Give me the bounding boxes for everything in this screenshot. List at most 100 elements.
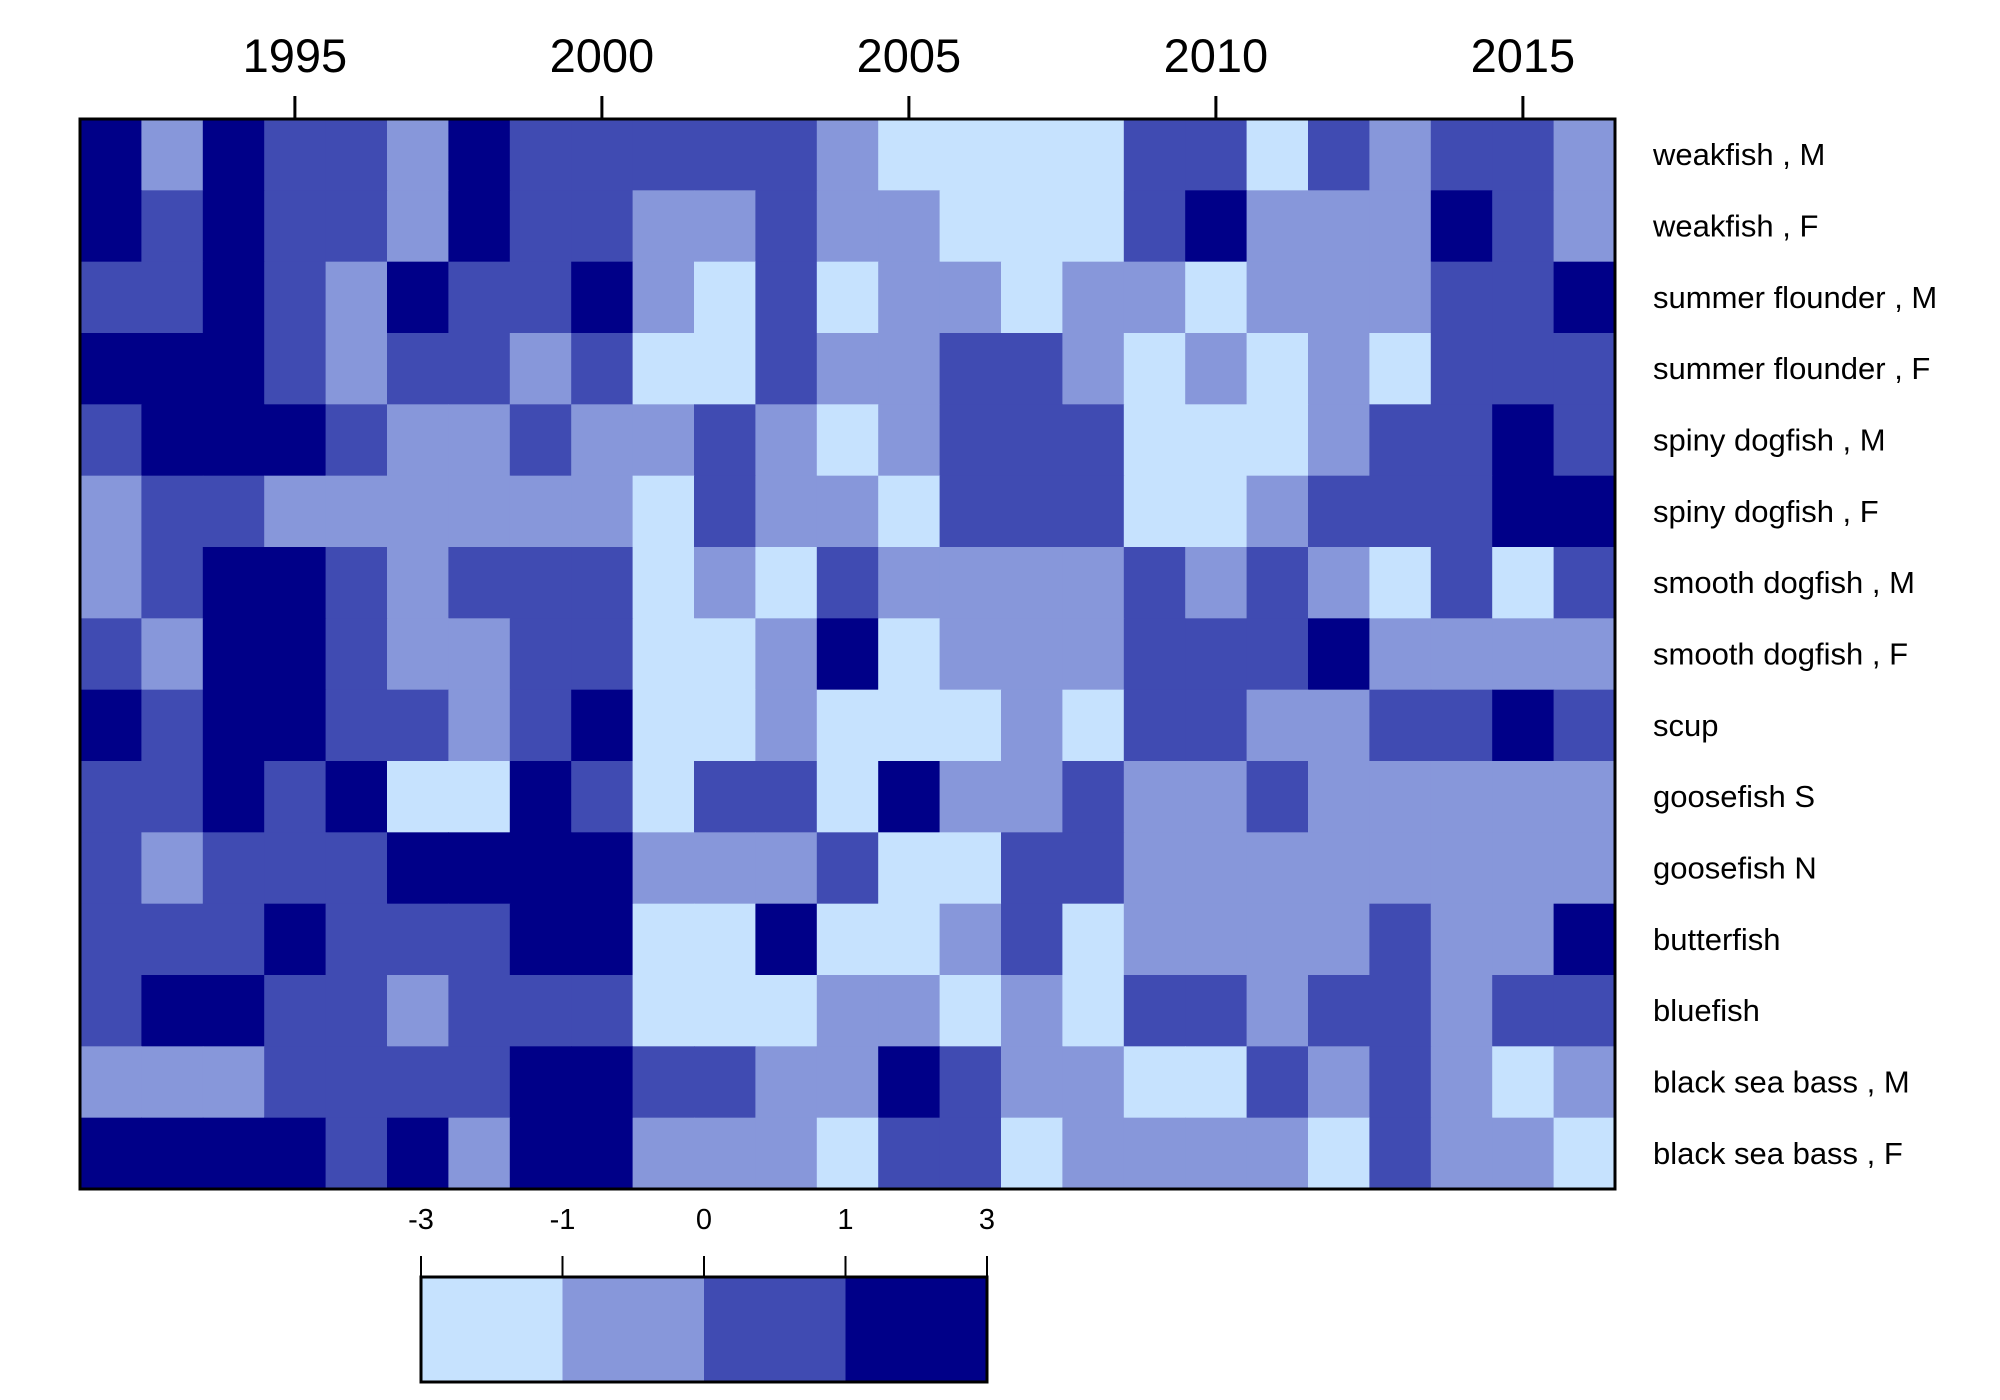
heatmap-cell bbox=[571, 547, 634, 619]
heatmap-cell bbox=[1185, 832, 1248, 905]
heatmap-cell bbox=[1308, 618, 1370, 691]
heatmap-cell bbox=[1062, 832, 1125, 905]
heatmap-cell bbox=[202, 190, 265, 263]
heatmap-cell bbox=[1123, 119, 1186, 191]
heatmap-cell bbox=[509, 190, 572, 263]
heatmap-cell bbox=[632, 547, 695, 619]
heatmap-cell bbox=[816, 761, 879, 833]
year-label: 2000 bbox=[550, 29, 655, 82]
heatmap-cell bbox=[1123, 475, 1186, 548]
heatmap-cell bbox=[80, 761, 142, 833]
row-label: smooth dogfish , F bbox=[1653, 637, 1908, 672]
heatmap-cell bbox=[878, 190, 941, 263]
heatmap-cell bbox=[448, 618, 511, 691]
heatmap-cell bbox=[755, 761, 818, 833]
year-label: 2015 bbox=[1471, 29, 1576, 82]
heatmap-cell bbox=[755, 475, 818, 548]
heatmap-cell bbox=[264, 190, 327, 263]
legend-break-label: 3 bbox=[979, 1204, 995, 1236]
heatmap-cell bbox=[939, 119, 1002, 191]
heatmap-cell bbox=[1001, 832, 1063, 905]
heatmap-cell bbox=[571, 404, 634, 477]
heatmap-cell bbox=[141, 1046, 204, 1119]
heatmap-cell bbox=[1553, 618, 1616, 691]
heatmap-cell bbox=[1185, 975, 1248, 1047]
heatmap-cell bbox=[387, 618, 449, 691]
heatmap-cell bbox=[1369, 903, 1432, 976]
heatmap-cell bbox=[1492, 119, 1555, 191]
heatmap-cell bbox=[1062, 404, 1125, 477]
heatmap-cell bbox=[202, 333, 265, 405]
heatmap-cell bbox=[202, 975, 265, 1047]
heatmap-cell bbox=[509, 1046, 572, 1119]
heatmap-cell bbox=[1430, 618, 1493, 691]
heatmap-cell bbox=[1492, 190, 1555, 263]
heatmap-cell bbox=[1246, 119, 1309, 191]
heatmap-cell bbox=[1001, 689, 1063, 762]
heatmap-cell bbox=[816, 1117, 879, 1190]
year-label: 2010 bbox=[1164, 29, 1269, 82]
heatmap-cell bbox=[1123, 761, 1186, 833]
heatmap-cell bbox=[1492, 1117, 1555, 1190]
heatmap-cell bbox=[80, 1117, 142, 1190]
heatmap-cell bbox=[202, 903, 265, 976]
heatmap-cell bbox=[1001, 975, 1063, 1047]
heatmap-cell bbox=[694, 404, 756, 477]
heatmap-cell bbox=[1062, 761, 1125, 833]
heatmap-cell bbox=[1062, 547, 1125, 619]
heatmap-cell bbox=[387, 761, 449, 833]
heatmap-cell bbox=[755, 547, 818, 619]
heatmap-cell bbox=[1062, 1117, 1125, 1190]
heatmap-cell bbox=[325, 1046, 388, 1119]
heatmap-cell bbox=[80, 689, 142, 762]
heatmap-cell bbox=[1430, 475, 1493, 548]
heatmap-cell bbox=[694, 832, 756, 905]
heatmap-cell bbox=[878, 475, 941, 548]
heatmap-cell bbox=[509, 1117, 572, 1190]
heatmap-cell bbox=[448, 975, 511, 1047]
heatmap-cell bbox=[1553, 689, 1616, 762]
heatmap-cell bbox=[1062, 190, 1125, 263]
heatmap-cell bbox=[264, 475, 327, 548]
heatmap-cell bbox=[816, 618, 879, 691]
heatmap-cell bbox=[1001, 761, 1063, 833]
heatmap-cell bbox=[694, 1046, 756, 1119]
heatmap-cell bbox=[1430, 404, 1493, 477]
heatmap-cell bbox=[1246, 975, 1309, 1047]
heatmap-cell bbox=[1185, 190, 1248, 263]
heatmap-cell bbox=[816, 404, 879, 477]
heatmap-cell bbox=[816, 190, 879, 263]
heatmap-cell bbox=[1001, 404, 1063, 477]
heatmap-cell bbox=[1492, 975, 1555, 1047]
heatmap-cell bbox=[571, 761, 634, 833]
heatmap-cell bbox=[1001, 190, 1063, 263]
heatmap-cell bbox=[325, 119, 388, 191]
heatmap-cell bbox=[387, 333, 449, 405]
row-label: butterfish bbox=[1653, 922, 1781, 957]
heatmap-cell bbox=[141, 119, 204, 191]
heatmap-cell bbox=[1308, 475, 1370, 548]
row-label: black sea bass , M bbox=[1653, 1065, 1910, 1100]
heatmap-cell bbox=[1369, 832, 1432, 905]
heatmap-cell bbox=[202, 1117, 265, 1190]
heatmap-cell bbox=[80, 190, 142, 263]
heatmap-cell bbox=[141, 404, 204, 477]
heatmap-cell bbox=[80, 547, 142, 619]
heatmap-cell bbox=[1246, 261, 1309, 334]
heatmap-cell bbox=[141, 333, 204, 405]
heatmap-cell bbox=[878, 903, 941, 976]
heatmap-cell bbox=[1001, 261, 1063, 334]
heatmap-cell bbox=[1001, 618, 1063, 691]
heatmap-cell bbox=[1001, 1117, 1063, 1190]
heatmap-cell bbox=[1246, 475, 1309, 548]
heatmap-cell bbox=[509, 119, 572, 191]
heatmap-cell bbox=[1246, 903, 1309, 976]
heatmap-cell bbox=[939, 761, 1002, 833]
heatmap-cell bbox=[325, 1117, 388, 1190]
heatmap-cell bbox=[878, 261, 941, 334]
heatmap-cell bbox=[202, 618, 265, 691]
row-label: goosefish S bbox=[1653, 779, 1815, 814]
heatmap-cell bbox=[694, 190, 756, 263]
heatmap-cell bbox=[755, 832, 818, 905]
heatmap-cell bbox=[1185, 618, 1248, 691]
